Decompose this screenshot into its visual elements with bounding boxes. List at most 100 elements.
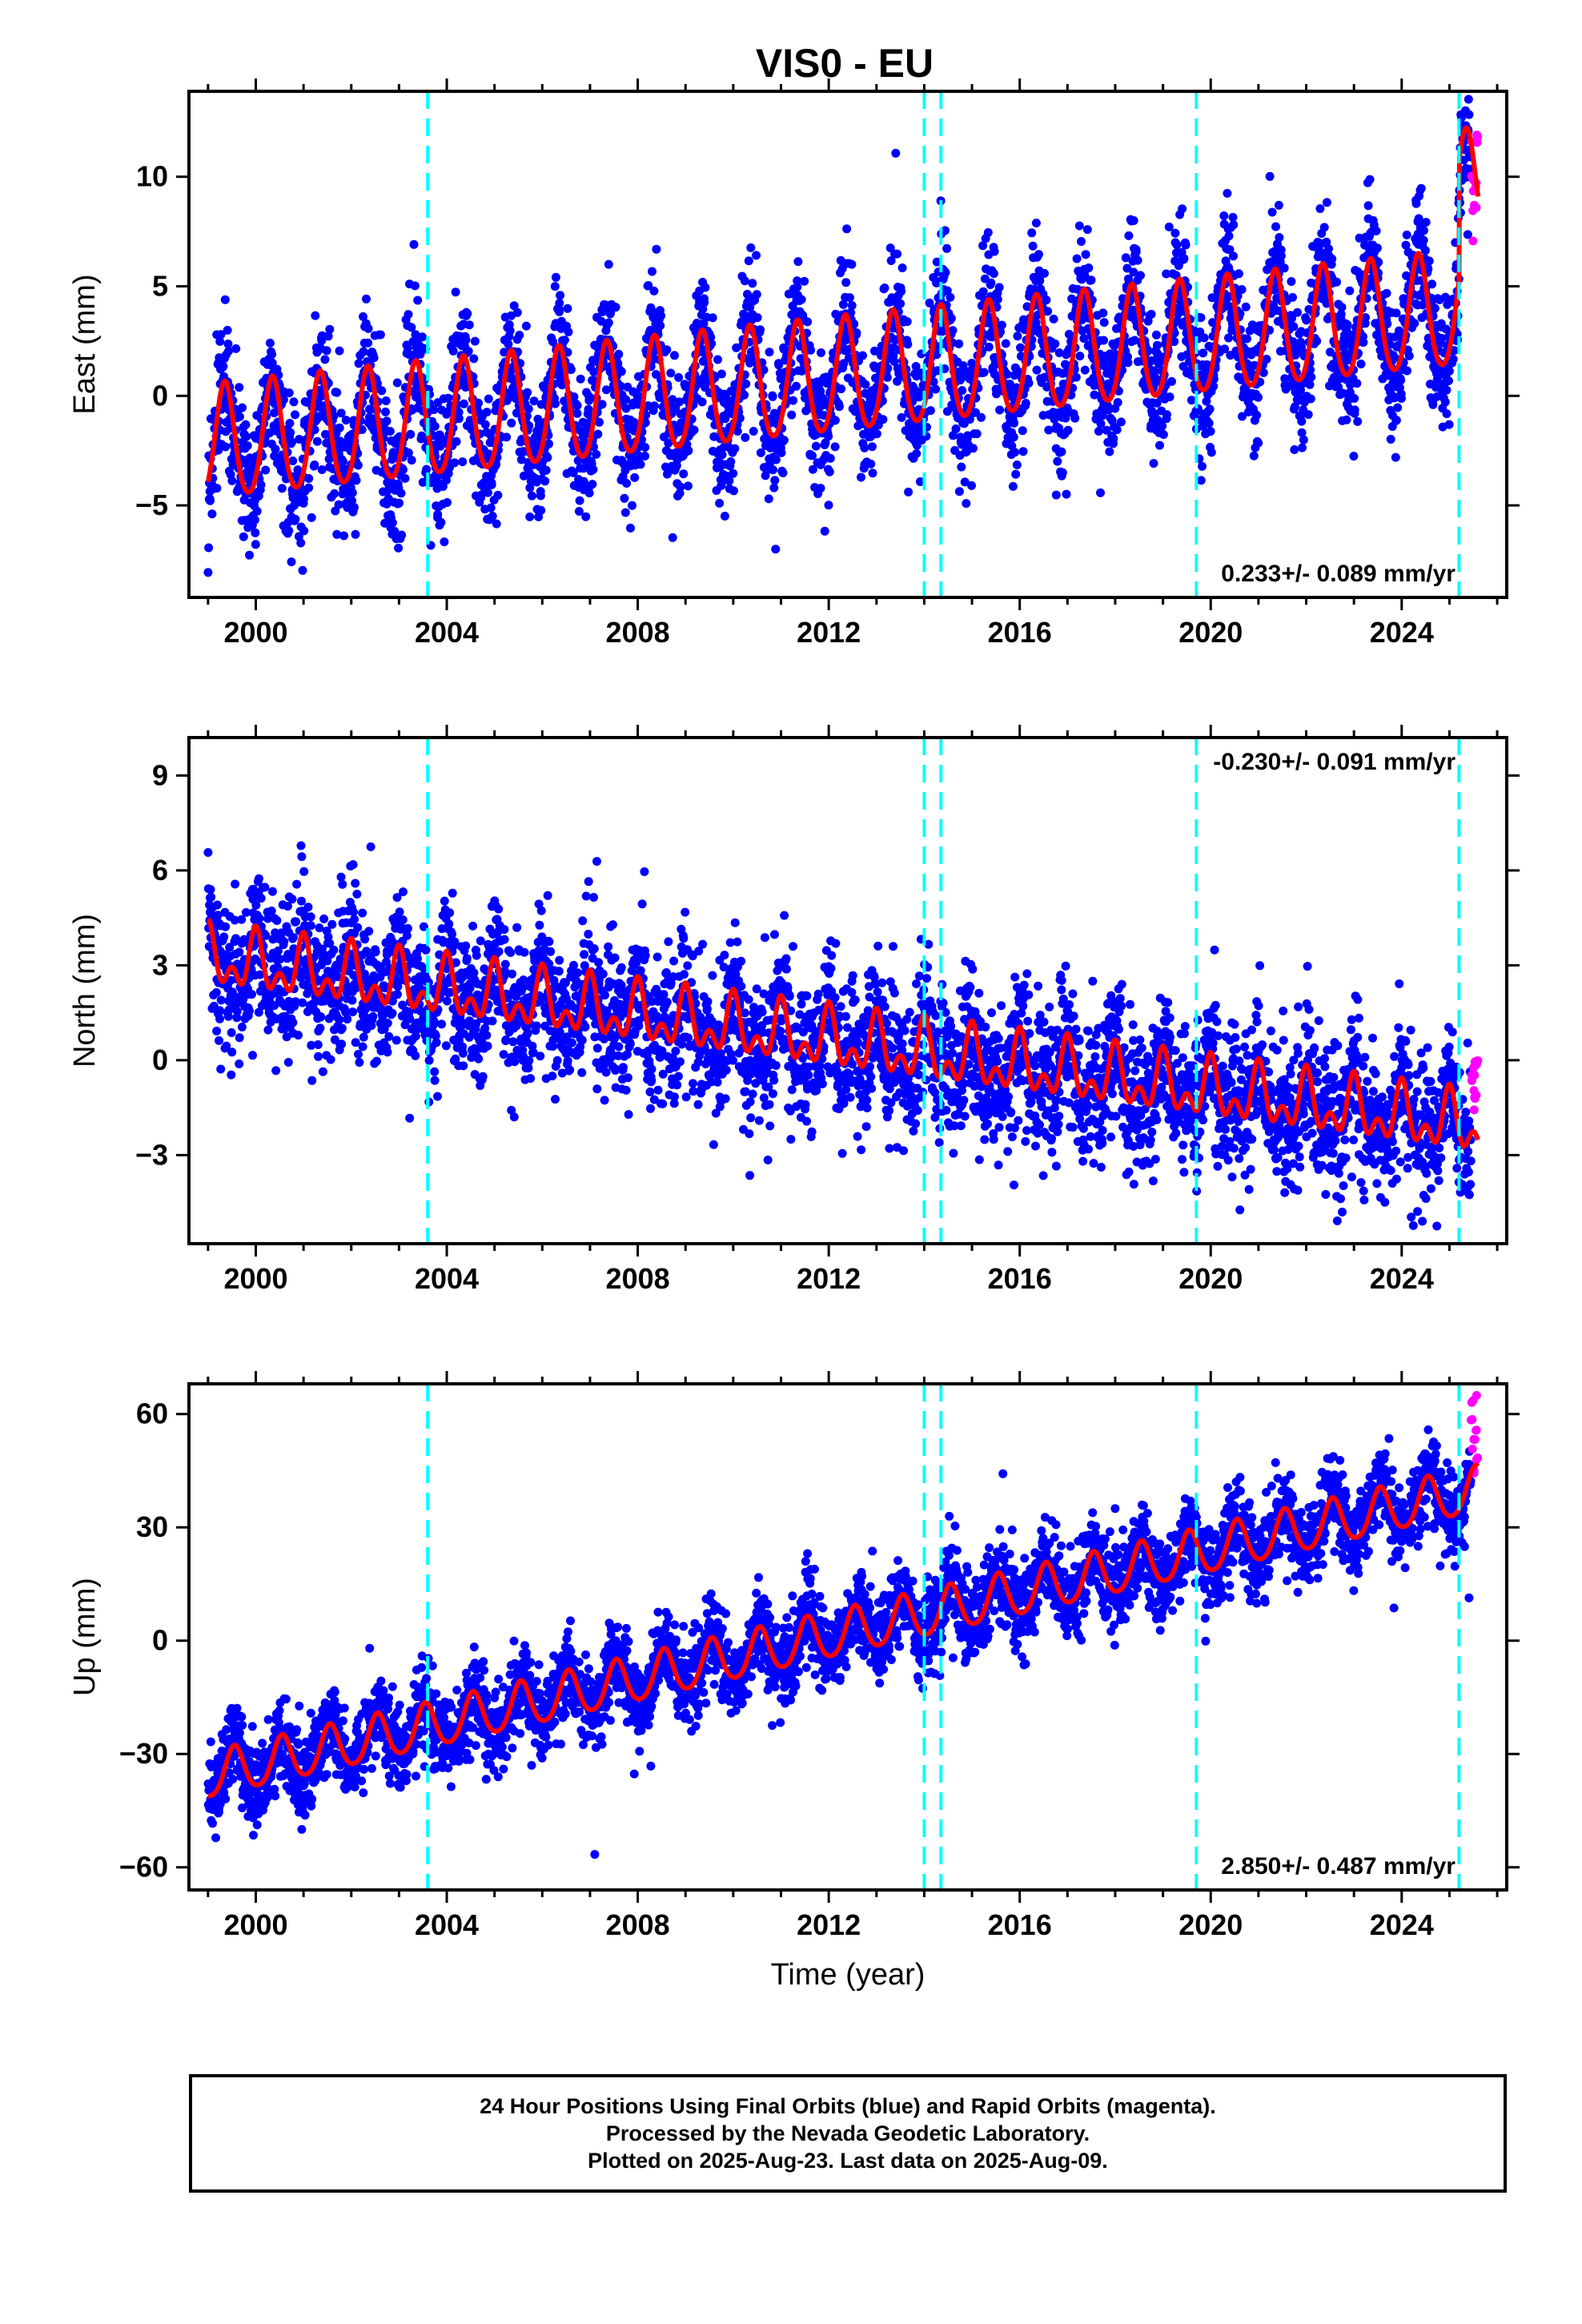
data-point (354, 1049, 363, 1059)
data-point (803, 317, 813, 327)
data-point (1306, 394, 1315, 404)
x-tick-label: 2024 (1370, 616, 1434, 649)
data-point (1206, 427, 1215, 436)
data-point (285, 419, 295, 428)
data-point (314, 1051, 323, 1061)
data-point (332, 388, 342, 397)
data-point (967, 480, 976, 490)
data-point (756, 325, 765, 335)
data-point (684, 446, 693, 456)
data-point (360, 935, 370, 944)
data-point (458, 457, 468, 467)
data-point (614, 349, 624, 359)
data-point (946, 292, 955, 302)
data-point (252, 506, 262, 516)
data-point (369, 353, 379, 363)
data-point (1356, 360, 1366, 368)
data-point (1001, 339, 1010, 348)
data-point (717, 477, 727, 487)
data-point (338, 456, 347, 466)
x-tick-label: 2000 (223, 616, 287, 649)
data-point (540, 476, 550, 486)
data-point (224, 346, 233, 356)
data-point (413, 296, 423, 305)
data-point (392, 990, 402, 999)
data-point (492, 519, 501, 529)
data-point (1287, 277, 1296, 286)
data-point (519, 447, 528, 456)
data-point (212, 1027, 222, 1035)
data-point (329, 945, 339, 955)
data-point (311, 311, 320, 320)
data-point (830, 416, 840, 425)
data-point (1116, 417, 1126, 427)
data-point (984, 342, 994, 352)
data-point (512, 308, 522, 317)
data-point (649, 286, 659, 296)
data-point (235, 1033, 244, 1043)
data-point (385, 427, 395, 436)
data-point (315, 1023, 325, 1033)
data-point (383, 1019, 392, 1028)
data-point (384, 1031, 394, 1041)
data-point (1275, 233, 1284, 242)
data-point (263, 1025, 273, 1035)
data-point (1096, 488, 1105, 497)
data-point (986, 278, 996, 287)
data-point (325, 324, 335, 334)
data-point (351, 879, 360, 888)
data-point (235, 947, 244, 957)
data-point (505, 326, 515, 336)
data-point (492, 460, 501, 469)
data-point (1082, 225, 1092, 235)
data-point (725, 476, 734, 485)
data-point (897, 263, 907, 272)
data-point (1072, 254, 1082, 263)
data-point (461, 336, 471, 345)
data-point (306, 921, 315, 931)
data-point (212, 484, 222, 493)
data-point (1386, 435, 1395, 444)
data-point (977, 412, 986, 422)
data-point (825, 453, 835, 463)
data-point (341, 416, 351, 425)
data-point (1327, 254, 1337, 263)
data-point (1172, 240, 1182, 250)
data-point (811, 441, 821, 451)
data-point (1011, 469, 1021, 479)
data-point (893, 249, 902, 259)
data-point (568, 468, 578, 477)
data-point (741, 432, 750, 442)
data-point (1155, 440, 1164, 450)
data-point (1464, 72, 1473, 81)
data-point (962, 499, 971, 509)
data-point (211, 987, 221, 997)
data-point (460, 399, 468, 408)
data-point (1207, 448, 1216, 457)
data-point (433, 509, 443, 519)
data-point (1237, 285, 1247, 294)
data-point (363, 338, 373, 348)
data-point (235, 412, 244, 421)
data-point (1186, 396, 1196, 405)
y-tick-label: 0 (152, 379, 168, 412)
data-point (265, 338, 275, 348)
data-point (1028, 241, 1038, 251)
data-point (444, 393, 453, 403)
data-point (480, 420, 490, 429)
data-point (271, 1066, 281, 1076)
data-point (1382, 288, 1391, 298)
data-point (1410, 319, 1419, 328)
data-point (1084, 263, 1094, 272)
data-point (551, 272, 560, 282)
data-point (1136, 271, 1145, 280)
data-point (1027, 228, 1037, 238)
data-point (620, 508, 630, 517)
data-point (830, 442, 840, 452)
data-point (332, 529, 342, 539)
data-point (1302, 316, 1311, 325)
data-point (1113, 398, 1122, 407)
data-point (1063, 425, 1073, 435)
data-point (648, 267, 656, 276)
